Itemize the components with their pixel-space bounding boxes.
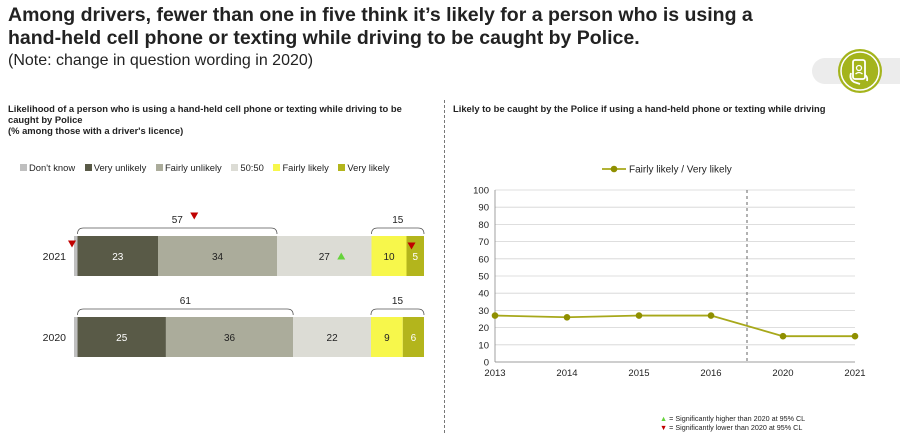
x-tick-label: 2016 [700, 368, 721, 379]
bar-segment [77, 236, 158, 276]
legend-swatch [231, 164, 239, 171]
bar-legend: Don't know Very unlikely Fairly unlikely… [20, 162, 397, 173]
y-tick-label: 70 [478, 237, 489, 248]
y-tick-label: 30 [478, 306, 489, 317]
significance-down-icon [407, 242, 416, 250]
y-tick-label: 0 [484, 358, 489, 369]
unlikely-bracket [77, 227, 278, 235]
bar-segment [74, 317, 78, 357]
bar-chart-subtitle: (% among those with a driver's licence) [8, 125, 184, 136]
legend-swatch [155, 164, 163, 171]
legend-item-5050: 50:50 [231, 162, 264, 173]
line-chart: 0 10 20 30 40 50 60 70 80 90 100 2013 2014 2015 2016 20… [473, 165, 865, 380]
data-point [491, 312, 499, 319]
triangle-down-icon: ▼ [660, 423, 668, 432]
bar-segment [158, 236, 277, 276]
legend-item-very-unlikely: Very unlikely [84, 162, 147, 173]
bar-value-label: 25 [116, 333, 128, 344]
legend-item-fairly-likely: Fairly likely [273, 162, 329, 173]
bar-category-label: 2021 [43, 251, 67, 263]
bar-category-label: 2020 [43, 332, 67, 344]
y-tick-label: 60 [478, 254, 489, 265]
y-tick-label: 20 [478, 323, 489, 334]
line-chart-title: Likely to be caught by the Police if usi… [453, 103, 826, 114]
footnote-up: ▲ = Significantly higher than 2020 at 95… [660, 414, 805, 423]
triangle-up-icon: ▲ [660, 414, 668, 423]
x-tick-label: 2015 [628, 368, 649, 379]
bar-segment [165, 317, 294, 357]
legend-swatch [338, 164, 346, 171]
bar-value-label: 10 [383, 252, 395, 263]
likely-bracket-label: 15 [392, 296, 404, 307]
panel-divider [444, 100, 445, 433]
y-tick-label: 10 [478, 340, 489, 351]
bar-chart-title: Likelihood of a person who is using a ha… [8, 103, 402, 125]
y-tick-label: 80 [478, 220, 489, 231]
bar-segment [77, 317, 166, 357]
legend-label: Fairly likely / Very likely [629, 165, 732, 176]
bar-value-label: 5 [412, 252, 418, 263]
legend-item-very-likely: Very likely [338, 162, 390, 173]
bar-value-label: 23 [112, 252, 124, 263]
bar-segment [371, 236, 407, 276]
bar-value-label: 6 [411, 333, 417, 344]
series-line [494, 314, 855, 338]
significance-down-icon [68, 240, 76, 248]
significance-footnote: ▲ = Significantly higher than 2020 at 95… [660, 414, 805, 432]
bar-segment [74, 236, 78, 276]
y-tick-label: 90 [478, 203, 489, 214]
unlikely-bracket-label: 61 [180, 296, 192, 307]
bar-segment [402, 317, 424, 357]
bar-segment [277, 236, 372, 276]
data-point [563, 313, 571, 321]
footnote-up-text: = Significantly higher than 2020 at 95% … [669, 414, 806, 423]
likely-bracket [371, 227, 425, 235]
bar-value-label: 22 [327, 333, 339, 344]
legend-label: Don't know [29, 162, 76, 173]
x-tick-label: 2014 [556, 368, 577, 379]
data-point [851, 332, 859, 340]
bar-value-label: 9 [384, 333, 390, 344]
significance-up-icon [337, 252, 346, 260]
footnote-down-text: = Significantly lower than 2020 at 95% C… [669, 423, 803, 432]
y-tick-label: 100 [473, 186, 489, 197]
x-tick-label: 2021 [844, 368, 865, 379]
wording-note: (Note: change in question wording in 202… [8, 52, 314, 69]
data-point [707, 312, 715, 319]
legend-label: 50:50 [240, 162, 264, 173]
legend-item-dont-know: Don't know [20, 162, 75, 173]
bar-value-label: 27 [319, 252, 331, 263]
bar-segment [370, 317, 403, 357]
legend-swatch [20, 164, 27, 171]
data-point [635, 312, 643, 319]
unlikely-bracket [77, 308, 294, 316]
likely-bracket-label: 15 [392, 215, 404, 226]
legend-marker [610, 165, 618, 173]
significance-down-icon [190, 212, 199, 220]
bar-segment [293, 317, 371, 357]
data-point [779, 332, 787, 340]
legend-swatch [84, 164, 92, 171]
y-tick-label: 50 [478, 272, 489, 283]
phone-hand-icon [838, 49, 882, 93]
page-title: Among drivers, fewer than one in five th… [8, 4, 753, 49]
x-tick-label: 2013 [484, 368, 505, 379]
legend-label: Very unlikely [93, 162, 147, 173]
legend-label: Fairly likely [282, 162, 329, 173]
footnote-down: ▼ = Significantly lower than 2020 at 95%… [660, 423, 805, 432]
stacked-bar-chart: 20211233427105571520201253622966115 [43, 212, 425, 357]
legend-swatch [273, 164, 281, 171]
legend-item-fairly-unlikely: Fairly unlikely [155, 162, 222, 173]
unlikely-bracket-label: 57 [172, 215, 184, 226]
bar-value-label: 34 [212, 252, 224, 263]
bar-chart-heading: Likelihood of a person who is using a ha… [8, 103, 433, 136]
legend-label: Very likely [347, 162, 390, 173]
y-tick-label: 40 [478, 289, 489, 300]
likely-bracket [370, 308, 425, 316]
x-tick-label: 2020 [772, 368, 793, 379]
bar-value-label: 36 [224, 333, 236, 344]
legend-label: Fairly unlikely [164, 162, 222, 173]
